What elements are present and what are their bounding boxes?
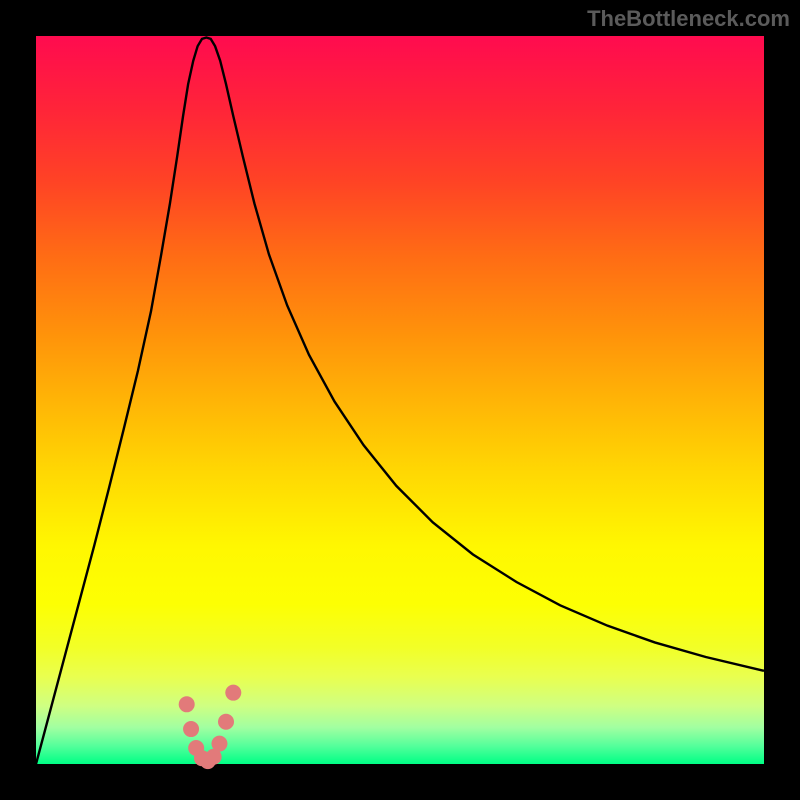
bottom-marker	[211, 736, 227, 752]
bottom-marker	[179, 696, 195, 712]
bottom-marker-group	[179, 685, 242, 769]
bottleneck-curve	[36, 37, 764, 764]
plot-area	[36, 36, 764, 764]
curve-overlay	[36, 36, 764, 764]
watermark-text: TheBottleneck.com	[587, 6, 790, 32]
chart-container: TheBottleneck.com	[0, 0, 800, 800]
bottom-marker	[183, 721, 199, 737]
bottom-marker	[218, 714, 234, 730]
bottom-marker	[225, 685, 241, 701]
